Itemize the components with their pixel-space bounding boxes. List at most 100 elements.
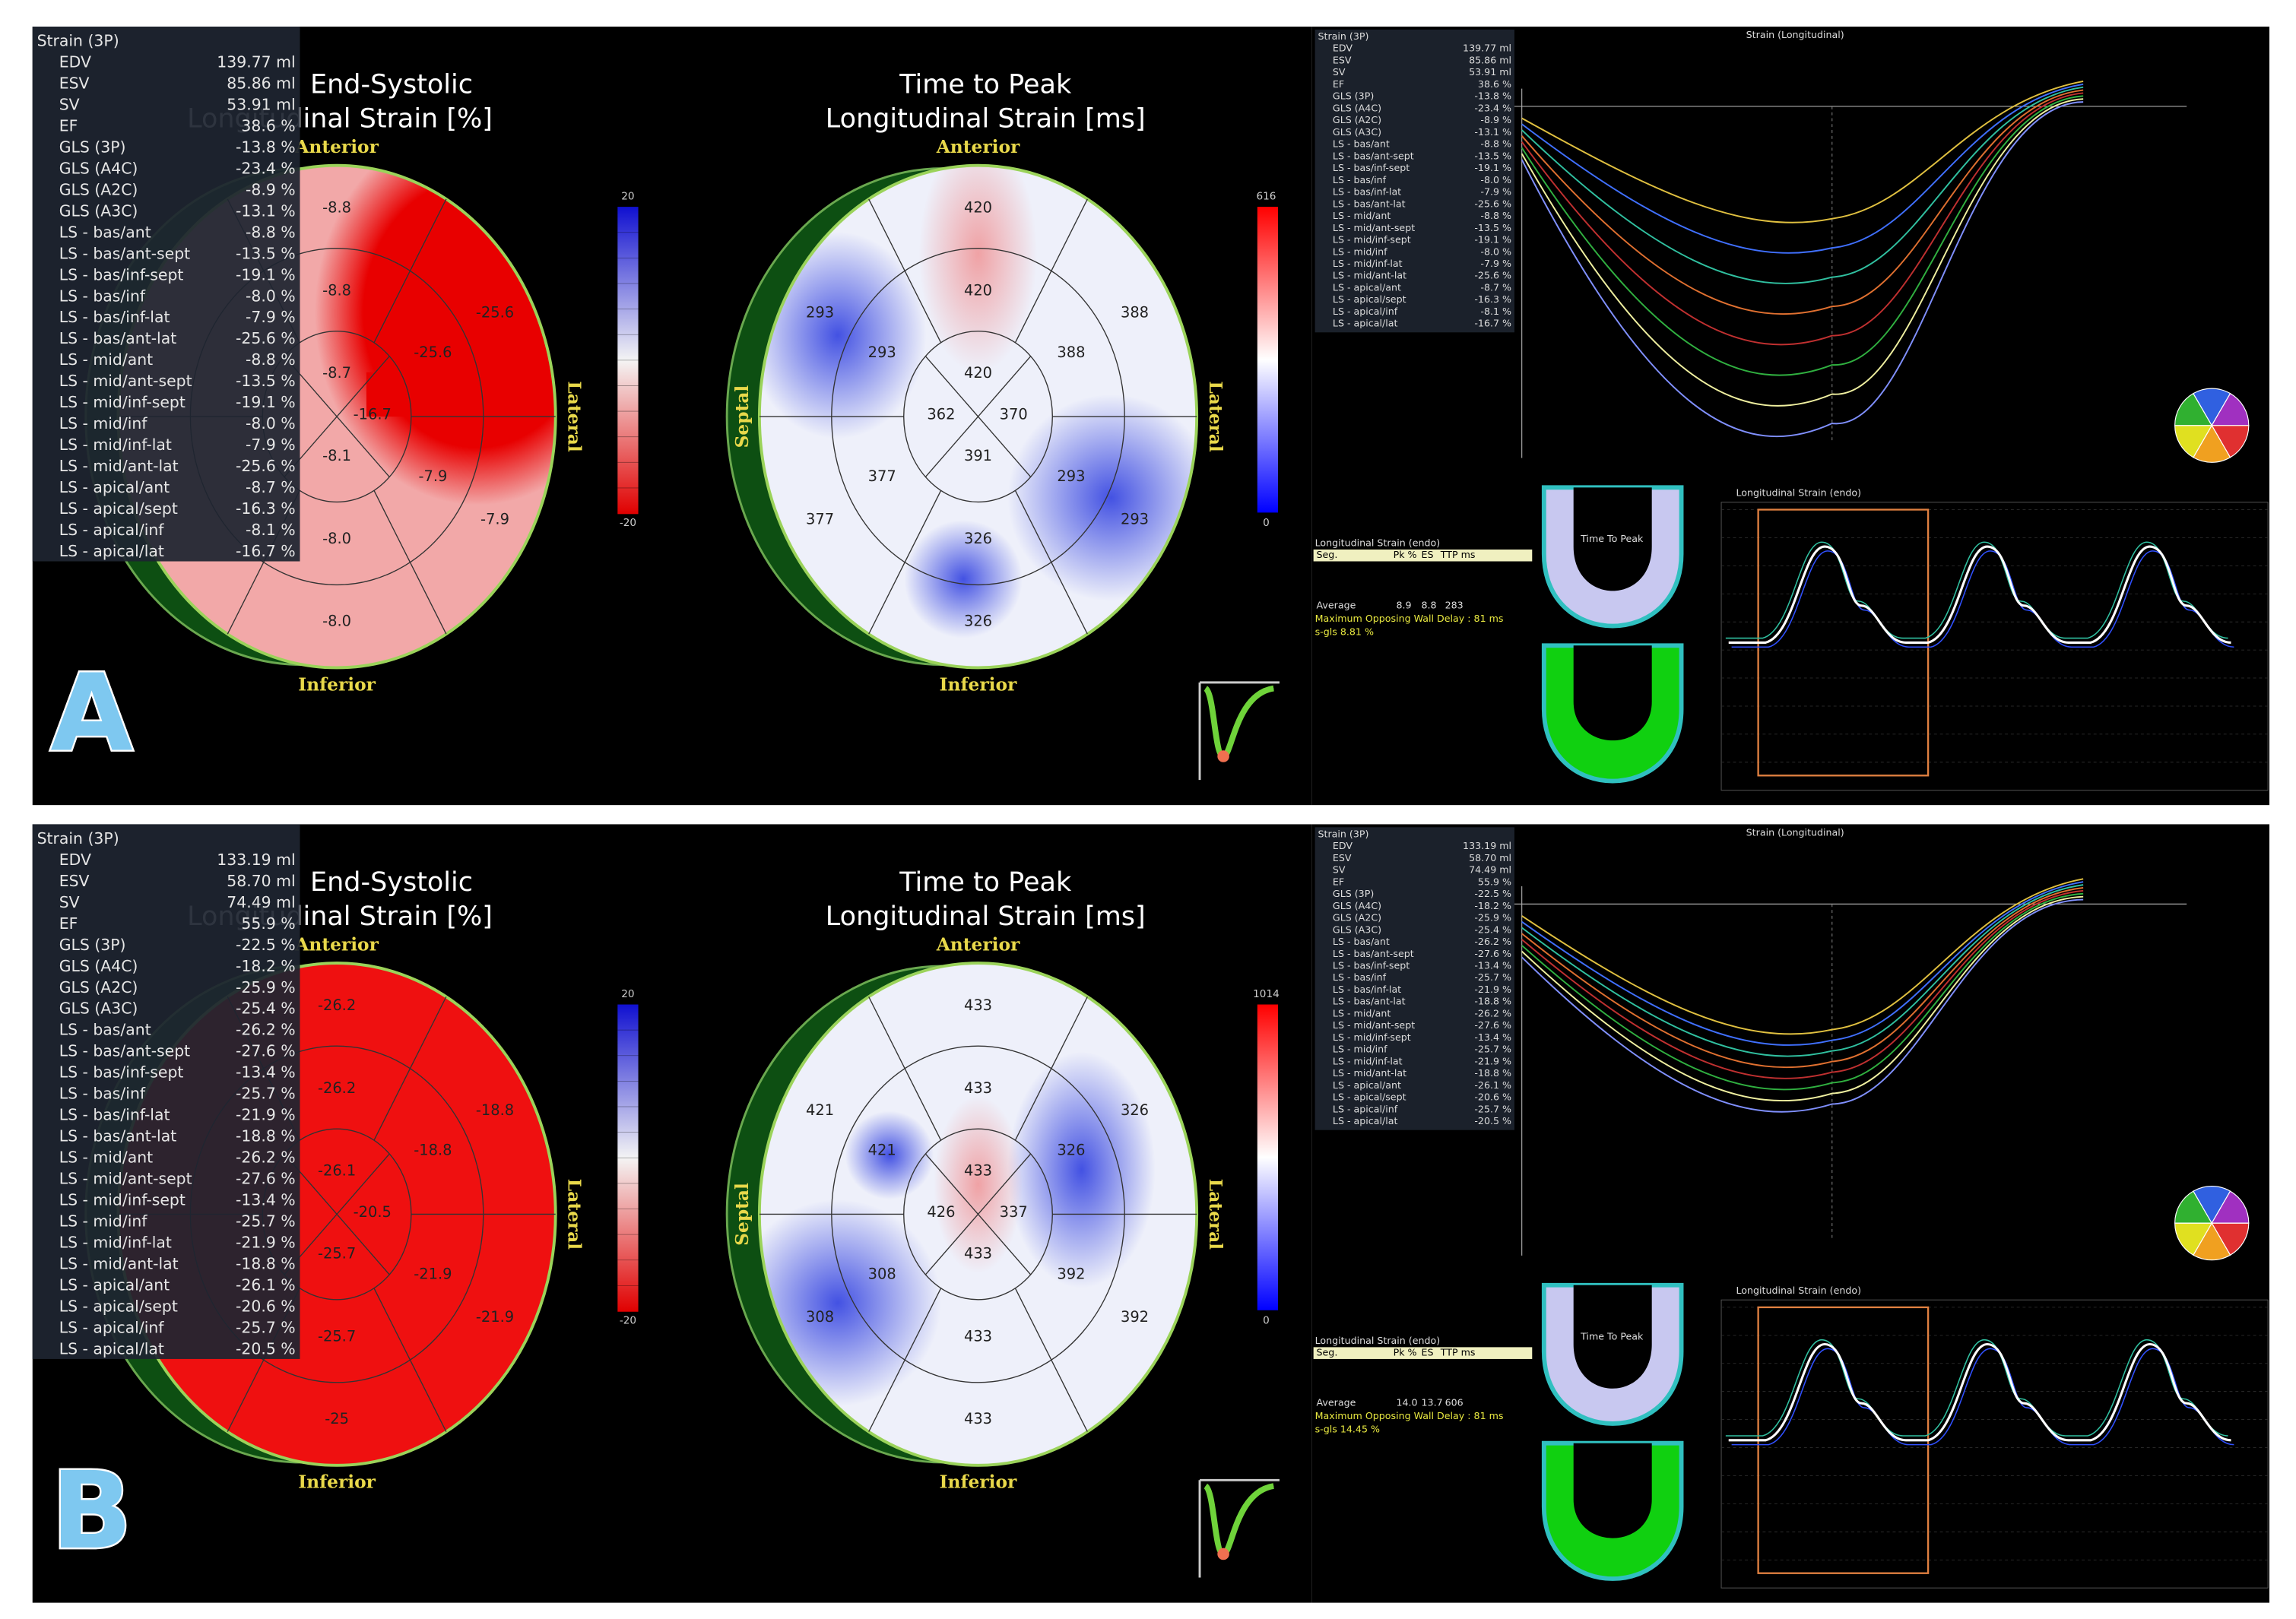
- segment-line: [1014, 996, 1088, 1141]
- mini-stats-value: -21.9 %: [1474, 984, 1511, 995]
- wheel-segment: [2174, 425, 2213, 458]
- stats-value: -8.0 %: [246, 287, 296, 305]
- mini-stats-value: -13.5 %: [1474, 150, 1511, 161]
- stats-value: -8.8 %: [246, 223, 296, 241]
- segment-line: [373, 1288, 447, 1432]
- mini-stats-value: -25.7 %: [1474, 1044, 1511, 1055]
- strain-curve: [1521, 884, 2084, 1057]
- mini-stats-value: -27.6 %: [1474, 948, 1511, 959]
- curve-icon-dot: [1217, 1548, 1229, 1560]
- table-title: Longitudinal Strain (endo): [1315, 537, 1441, 549]
- scale-label: -20: [620, 517, 636, 529]
- trace-curve: [1728, 545, 2231, 644]
- trace-frame: [1720, 502, 2269, 791]
- curves-title: Strain (Longitudinal): [1746, 29, 1844, 40]
- mini-stats-label: SV: [1333, 66, 1346, 78]
- segment-value: 326: [964, 530, 992, 547]
- stats-value: -26.1 %: [236, 1276, 296, 1294]
- strain-curve: [1521, 89, 2084, 315]
- wheel-segment: [2211, 1190, 2250, 1224]
- strain-curve: [1521, 898, 2084, 1113]
- color-scale: [617, 1004, 639, 1312]
- mini-stats-label: LS - mid/inf: [1333, 246, 1387, 257]
- stats-label: GLS (A4C): [59, 159, 138, 177]
- segment-line: [868, 490, 942, 635]
- mini-stats-value: 139.77 ml: [1463, 43, 1511, 54]
- polar-caption: Time To Peak: [1580, 533, 1644, 544]
- stats-label: ESV: [59, 872, 90, 890]
- mini-stats-label: SV: [1333, 864, 1346, 876]
- stats-value: -8.1 %: [246, 521, 296, 539]
- segment-value: -26.2: [318, 996, 356, 1014]
- table-header-bg: [1313, 1347, 1533, 1359]
- stats-value: -8.7 %: [246, 478, 296, 496]
- mini-stats-label: LS - apical/lat: [1333, 1115, 1398, 1126]
- stats-label: LS - mid/ant-sept: [59, 1170, 192, 1188]
- mini-stats-label: GLS (3P): [1333, 90, 1374, 102]
- stats-label: LS - bas/ant: [59, 223, 151, 241]
- stats-value: -8.8 %: [246, 350, 296, 369]
- mini-stats-label: LS - mid/inf-sept: [1333, 234, 1411, 246]
- table-average: 14.0: [1396, 1397, 1417, 1408]
- mini-stats-value: -13.5 %: [1474, 222, 1511, 233]
- segment-value: 337: [1000, 1203, 1028, 1221]
- segment-value: -26.1: [318, 1162, 356, 1180]
- curve-icon-dot: [1217, 750, 1229, 762]
- stats-label: LS - mid/inf-sept: [59, 393, 186, 411]
- table-header: ES: [1422, 549, 1434, 560]
- stats-label: ESV: [59, 74, 90, 92]
- table-average: 8.9: [1396, 599, 1411, 610]
- mini-stats-value: -20.6 %: [1474, 1091, 1511, 1103]
- segment-value: -18.8: [476, 1101, 514, 1119]
- mini-stats-label: LS - mid/ant: [1333, 1007, 1391, 1019]
- table-header: Pk %: [1394, 1347, 1417, 1358]
- stats-value: -7.9 %: [246, 308, 296, 326]
- stats-label: SV: [59, 893, 80, 911]
- stats-label: LS - mid/ant: [59, 1149, 153, 1167]
- strain-curve: [1521, 892, 2084, 1091]
- mini-stats-value: -25.9 %: [1474, 912, 1511, 924]
- mini-stats-value: 58.70 ml: [1469, 852, 1511, 863]
- stats-label: LS - mid/inf-sept: [59, 1191, 186, 1209]
- mini-stats-value: -8.0 %: [1480, 174, 1511, 185]
- polar-map-hole: [1573, 1285, 1652, 1389]
- segment-value: 293: [1121, 511, 1149, 528]
- stats-value: -25.9 %: [236, 978, 296, 996]
- stats-label: LS - mid/ant: [59, 350, 153, 369]
- wheel-segment: [2211, 392, 2250, 426]
- scale-label: 616: [1256, 191, 1276, 203]
- mini-stats-label: LS - bas/inf-sept: [1333, 959, 1410, 971]
- segment-value: -25.6: [476, 304, 514, 322]
- stats-value: 85.86 ml: [227, 74, 295, 92]
- shade: [918, 165, 1038, 372]
- table-gls: s-gls 8.81 %: [1315, 626, 1374, 637]
- orientation: Anterior: [936, 137, 1020, 157]
- segment-value: -25.7: [318, 1327, 356, 1345]
- stats-label: LS - apical/sept: [59, 1297, 178, 1316]
- mini-stats-value: -7.9 %: [1480, 258, 1511, 269]
- segment-value: -7.9: [480, 511, 509, 528]
- map-title: End-Systolic: [310, 867, 473, 898]
- mini-stats-value: -25.7 %: [1474, 1103, 1511, 1114]
- mini-stats-label: LS - bas/ant: [1333, 936, 1390, 947]
- panel-letter: A: [50, 651, 132, 775]
- stats-value: -8.9 %: [246, 180, 296, 198]
- stats-label: GLS (A3C): [59, 201, 138, 220]
- segment-line: [868, 996, 942, 1141]
- stats-label: EDV: [59, 851, 91, 869]
- mini-stats-value: -18.8 %: [1474, 996, 1511, 1007]
- table-header-bg: [1313, 549, 1533, 562]
- segment-value: 426: [927, 1203, 955, 1221]
- strain-curve: [1521, 86, 2084, 284]
- stats-value: -13.5 %: [236, 372, 296, 390]
- segment-value: -26.2: [318, 1079, 356, 1097]
- scale-label: 1014: [1253, 988, 1280, 1000]
- mini-stats-label: GLS (A4C): [1333, 900, 1381, 911]
- mini-stats-value: -25.7 %: [1474, 971, 1511, 983]
- mini-stats-value: -8.7 %: [1480, 281, 1511, 293]
- stats-value: -27.6 %: [236, 1170, 296, 1188]
- mini-stats-label: LS - bas/ant-lat: [1333, 996, 1406, 1007]
- stats-value: -7.9 %: [246, 436, 296, 454]
- strain-curve: [1521, 101, 2084, 438]
